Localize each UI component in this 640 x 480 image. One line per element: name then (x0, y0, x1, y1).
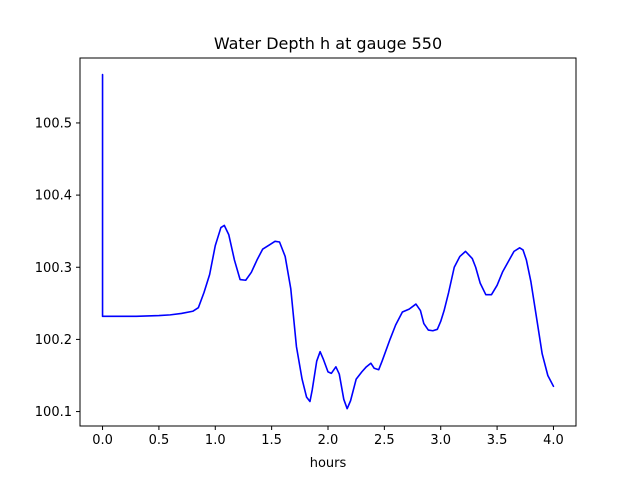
x-axis: 0.0 0.5 1.0 1.5 2.0 2.5 3.0 3.5 4.0 (92, 426, 564, 448)
x-tick-label: 1.0 (205, 433, 226, 448)
x-tick-label: 1.5 (261, 433, 282, 448)
x-tick-label: 0.0 (92, 433, 113, 448)
plot-series-group (101, 73, 555, 410)
chart-title: Water Depth h at gauge 550 (214, 34, 442, 53)
series-line (101, 73, 555, 410)
x-tick-label: 3.5 (487, 433, 508, 448)
x-tick-label: 4.0 (543, 433, 564, 448)
x-tick-label: 2.0 (318, 433, 339, 448)
x-tick-label: 2.5 (374, 433, 395, 448)
x-axis-label: hours (310, 456, 347, 471)
x-tick-label: 3.0 (430, 433, 451, 448)
y-tick-label: 100.4 (35, 189, 72, 204)
y-tick-label: 100.5 (35, 116, 72, 131)
y-tick-label: 100.2 (35, 333, 72, 348)
y-tick-label: 100.3 (35, 261, 72, 276)
x-tick-label: 0.5 (149, 433, 170, 448)
y-tick-label: 100.1 (35, 405, 72, 420)
y-axis: 100.1 100.2 100.3 100.4 100.5 (35, 116, 80, 420)
